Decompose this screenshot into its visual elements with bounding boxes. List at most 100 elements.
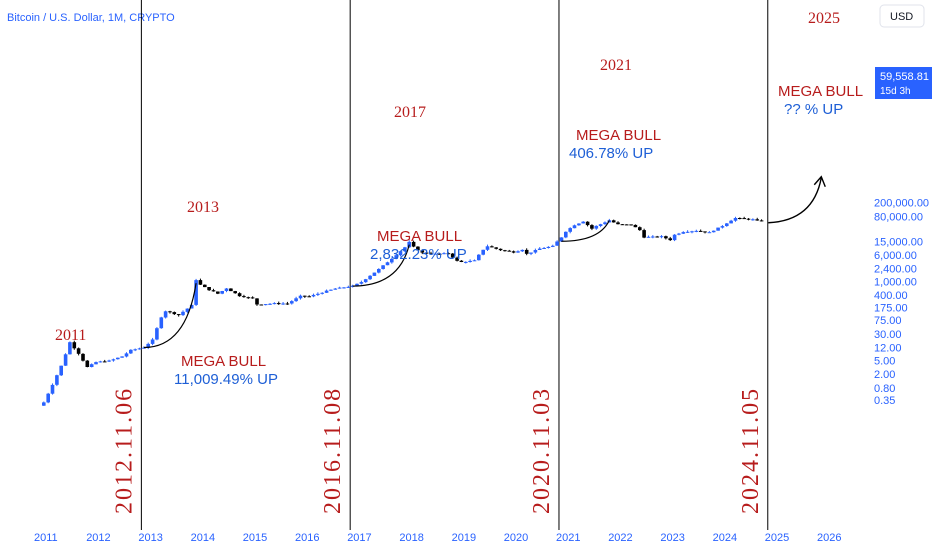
candle-body (68, 342, 72, 355)
candle-body (703, 231, 707, 233)
candle-body (259, 304, 264, 306)
candle-body (59, 365, 63, 376)
mega-bull-percent: ?? % UP (784, 101, 843, 118)
candle-body (129, 349, 133, 354)
candle-body (490, 246, 494, 248)
candle-body (46, 393, 50, 403)
candle-body (116, 357, 120, 360)
candle-body (594, 225, 599, 229)
candle-body (337, 287, 342, 289)
y-tick-label: 2,400.00 (874, 264, 917, 276)
currency-selector[interactable] (879, 4, 925, 28)
candle-body (481, 249, 485, 255)
candle-body (542, 248, 546, 249)
candle-body (94, 362, 98, 365)
x-tick-label: 2024 (713, 532, 737, 544)
candle-body (555, 241, 559, 246)
mega-bull-percent: 11,009.49% UP (174, 371, 278, 388)
candle-body (590, 225, 594, 229)
candle-body (263, 304, 268, 306)
candle-body (111, 359, 116, 361)
candle-body (133, 349, 137, 351)
candle-body (533, 250, 538, 253)
candle-body (738, 218, 742, 219)
candle-body (677, 233, 681, 235)
candle-body (311, 294, 316, 297)
candle-body (711, 230, 716, 233)
candle-body (690, 231, 694, 233)
mega-bull-heading: MEGA BULL (377, 228, 462, 245)
candle-body (181, 311, 185, 316)
candle-body (290, 301, 294, 304)
candle-body (368, 275, 372, 280)
y-tick-label: 0.35 (874, 395, 895, 407)
candle-body (146, 343, 150, 348)
candle-body (255, 298, 259, 305)
x-tick-label: 2011 (34, 532, 58, 544)
y-tick-label: 6,000.00 (874, 250, 917, 262)
x-tick-label: 2019 (452, 532, 476, 544)
y-tick-label: 0.80 (874, 383, 895, 395)
annotations: 2012.11.06 2016.11.08 2020.11.03 2024.11.05… (55, 10, 863, 514)
candle-body (707, 232, 712, 234)
candle-body (577, 223, 581, 226)
cycle-marker-date: 2016.11.08 (320, 387, 346, 514)
candle-body (120, 356, 124, 358)
candle-body (720, 226, 725, 228)
candle-body (72, 342, 77, 349)
y-tick-label: 12.00 (874, 343, 902, 355)
candle-body (398, 251, 403, 256)
candle-body (616, 222, 620, 225)
candle-body (268, 303, 272, 305)
candle-body (50, 384, 55, 394)
y-tick-label: 2.00 (874, 369, 895, 381)
candle-body (725, 223, 729, 226)
candle-body (585, 221, 590, 226)
x-tick-label: 2020 (504, 532, 528, 544)
candle-body (281, 303, 285, 305)
currency-label: USD (890, 11, 913, 23)
y-tick-label: 400.00 (874, 290, 908, 302)
cycle-marker-date: 2012.11.06 (111, 387, 137, 514)
y-tick-label: 80,000.00 (874, 211, 923, 223)
x-tick-label: 2022 (608, 532, 632, 544)
candle-body (564, 231, 568, 238)
candle-body (107, 360, 111, 362)
candle-body (468, 260, 472, 262)
cycle-peak-label: 2011 (55, 327, 86, 344)
candle-body (537, 248, 542, 250)
candle-body (298, 295, 303, 299)
candle-body (203, 284, 207, 288)
y-tick-label: 75.00 (874, 315, 902, 327)
candle-body (224, 288, 229, 291)
price-tag: 59,558.81 15d 3h (875, 67, 932, 99)
candle-body (450, 253, 455, 258)
candle-body (102, 361, 107, 363)
candle-body (733, 218, 738, 221)
candle-body (155, 328, 159, 340)
candle-body (168, 311, 172, 313)
candle-body (572, 225, 577, 229)
candle-body (759, 220, 764, 222)
y-tick-label: 175.00 (874, 303, 908, 315)
candle-body (511, 251, 516, 253)
candle-body (316, 293, 320, 295)
candle-body (620, 224, 625, 226)
candle-body (503, 250, 507, 252)
x-axis: 2011 2012 2013 2014 2015 2016 2017 2018 2019 2020… (34, 532, 841, 544)
candle-body (207, 287, 211, 291)
candle-body (559, 237, 564, 242)
candle-body (172, 312, 177, 315)
candle-body (229, 288, 233, 292)
cycle-marker-date: 2024.11.05 (738, 387, 764, 514)
candle-body (242, 296, 246, 298)
candle-body (437, 253, 442, 255)
candle-body (363, 279, 368, 283)
candle-body (381, 265, 385, 269)
candle-body (624, 224, 629, 226)
candle-body (272, 303, 277, 305)
candle-body (429, 253, 433, 255)
y-tick-label: 30.00 (874, 329, 902, 341)
mega-bull-percent: 406.78% UP (569, 145, 653, 162)
